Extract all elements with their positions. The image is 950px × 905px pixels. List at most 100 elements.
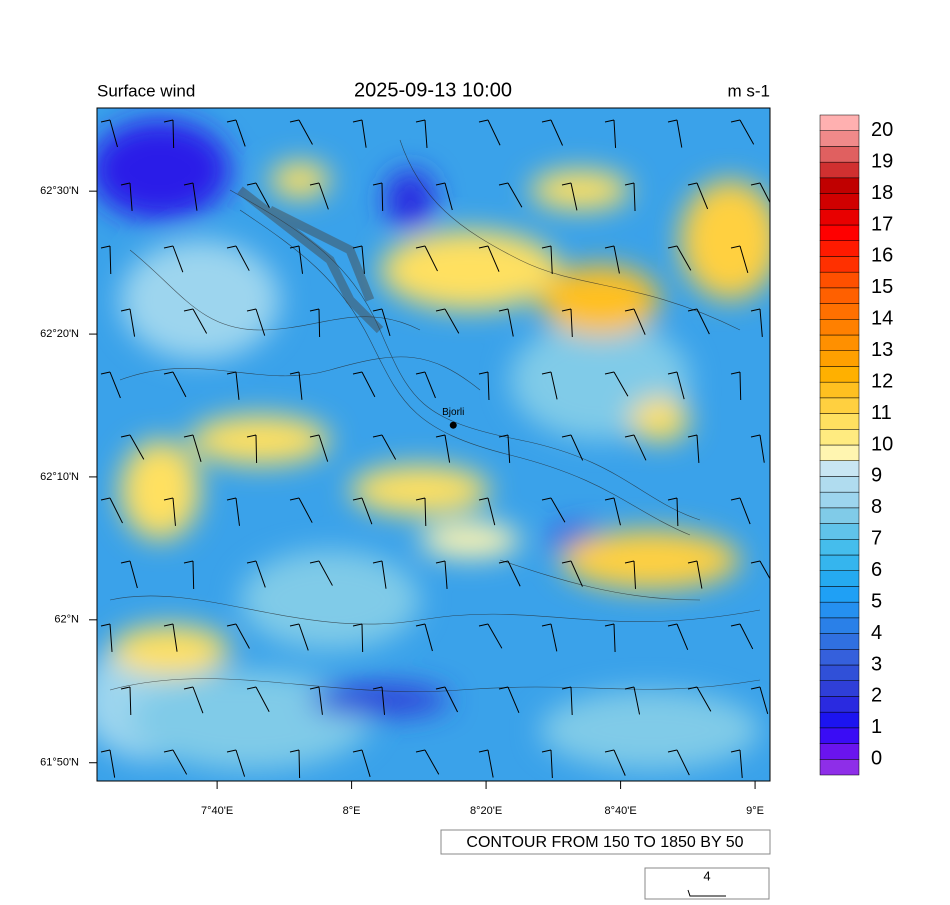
wind-barb — [246, 434, 258, 464]
wind-barb — [561, 308, 573, 337]
wind-barb — [498, 560, 521, 587]
wind-barb — [289, 245, 304, 274]
reference-vector — [687, 889, 726, 897]
colorbar-box — [819, 146, 860, 163]
wind-barb — [372, 560, 387, 589]
lon-tick-label: 8°E — [343, 805, 361, 817]
wind-barb — [604, 623, 616, 652]
wind-barb — [561, 182, 578, 211]
wind-barb — [372, 308, 391, 336]
wind-barb — [730, 371, 742, 401]
wind-barb — [604, 245, 620, 274]
wind-barb — [415, 119, 428, 148]
wind-barb — [498, 434, 511, 463]
wind-barb — [289, 119, 313, 145]
colorbar-label: 7 — [871, 528, 882, 550]
wind-barb — [415, 749, 440, 775]
wind-barb — [289, 749, 301, 779]
colorbar-box — [819, 209, 860, 226]
wind-barb — [730, 749, 743, 778]
wind-barb — [289, 623, 309, 651]
wind-barb — [309, 560, 333, 586]
colorbar-box — [819, 287, 860, 304]
wind-barb — [730, 623, 754, 650]
wind-barb — [100, 749, 116, 778]
wind-barb — [100, 497, 123, 524]
wind-barb — [372, 182, 384, 212]
colorbar-box — [819, 334, 860, 351]
wind-barb — [163, 119, 175, 149]
colorbar-box — [819, 460, 860, 477]
wind-barb — [100, 119, 118, 148]
units: m s-1 — [728, 81, 771, 100]
wind-barb — [624, 686, 641, 715]
colorbar-label: 20 — [871, 119, 893, 141]
wind-barb — [415, 245, 438, 272]
wind-barb — [120, 560, 138, 589]
wind-barb — [478, 623, 503, 649]
colorbar-box — [819, 759, 860, 776]
colorbar-box — [819, 303, 860, 320]
wind-barb — [435, 434, 451, 463]
colorbar-box — [819, 114, 860, 131]
wind-barb — [352, 749, 371, 777]
station — [449, 421, 457, 429]
wind-barb — [183, 560, 195, 590]
wind-barb — [163, 749, 188, 775]
wind-barb — [604, 749, 626, 776]
reference-vector-box — [644, 867, 770, 900]
wind-barb — [498, 308, 514, 337]
colorbar-box — [819, 664, 860, 681]
colorbar-box — [819, 130, 860, 147]
colorbar-label: 2 — [871, 685, 882, 707]
wind-barb — [226, 245, 250, 271]
wind-barb — [498, 182, 523, 208]
wind-barb — [541, 245, 553, 274]
wind-barb — [289, 497, 313, 523]
wind-barb — [352, 371, 376, 398]
colorbar-box — [819, 413, 860, 430]
colorbar-label: 4 — [871, 622, 882, 644]
wind-barb — [478, 497, 496, 526]
colorbar-label: 8 — [871, 496, 882, 518]
lon-tick-label: 9°E — [746, 805, 764, 817]
lon-tick-label: 7°40'E — [201, 805, 233, 817]
wind-barb — [415, 371, 436, 399]
wind-barb — [100, 245, 112, 275]
wind-barb — [435, 560, 448, 589]
wind-barb — [163, 245, 184, 273]
contour-note-box — [440, 829, 771, 855]
wind-barb — [604, 371, 629, 397]
wind-barb — [667, 623, 689, 651]
colorbar-label: 10 — [871, 433, 893, 455]
colorbar-box — [819, 601, 860, 619]
colorbar-box — [819, 177, 860, 194]
wind-barb — [435, 686, 459, 713]
wind-barb — [163, 497, 176, 526]
wind-barb — [478, 749, 494, 778]
wind-barb — [352, 245, 365, 274]
colorbar-label: 6 — [871, 559, 882, 581]
wind-barb — [478, 119, 501, 146]
wind-barb — [667, 245, 692, 271]
colorbar-label: 11 — [871, 402, 892, 424]
wind-barb — [687, 560, 703, 589]
colorbar-label: 14 — [871, 308, 893, 330]
wind-barb — [667, 119, 683, 148]
colorbar-box — [819, 491, 860, 509]
colorbar-box — [819, 240, 860, 257]
wind-barb — [498, 686, 520, 713]
wind-barb — [163, 623, 178, 652]
station-label: Bjorli — [442, 407, 464, 418]
colorbar-label: 1 — [871, 716, 882, 738]
colorbar-box — [819, 381, 860, 399]
colorbar-box — [819, 680, 860, 697]
lon-tick-label: 8°20'E — [470, 805, 502, 817]
wind-barb — [415, 497, 427, 527]
wind-barb — [246, 182, 270, 208]
colorbar-box — [819, 319, 860, 336]
wind-barb — [561, 560, 583, 587]
wind-barb — [604, 497, 621, 526]
